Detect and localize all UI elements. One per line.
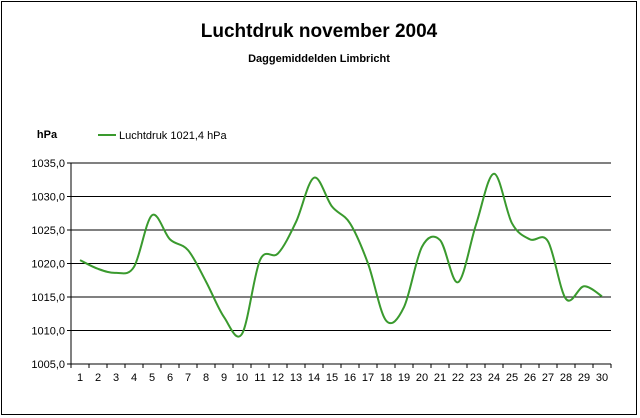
y-axis-unit: hPa — [37, 129, 58, 141]
x-tick-label: 5 — [149, 372, 155, 384]
x-tick-label: 10 — [236, 372, 248, 384]
axes — [70, 163, 611, 365]
x-tick-label: 24 — [488, 372, 500, 384]
y-tick-label: 1010,0 — [31, 326, 65, 338]
x-tick-label: 25 — [506, 372, 518, 384]
x-tick-label: 23 — [470, 372, 482, 384]
x-tick-label: 21 — [434, 372, 446, 384]
x-tick-label: 14 — [308, 372, 320, 384]
y-tick-label: 1005,0 — [31, 359, 65, 371]
x-tick-label: 29 — [578, 372, 590, 384]
y-tick-label: 1035,0 — [31, 158, 65, 170]
legend: Luchtdruk 1021,4 hPa — [98, 130, 228, 142]
x-tick-label: 26 — [524, 372, 536, 384]
legend-label: Luchtdruk 1021,4 hPa — [119, 130, 228, 142]
x-tick-label: 4 — [131, 372, 137, 384]
x-tick-label: 3 — [113, 372, 119, 384]
x-tick-label: 6 — [167, 372, 173, 384]
x-tick-label: 11 — [254, 372, 265, 384]
y-tick-label: 1020,0 — [31, 259, 65, 271]
x-axis-ticks: 1 2 3 4 5 6 7 8 9 10 11 12 13 14 15 16 17 18 19 20 21 22 23 24 2… — [70, 364, 612, 384]
y-tick-label: 1025,0 — [31, 225, 65, 237]
chart-title: Luchtdruk november 2004 — [201, 21, 438, 42]
x-tick-label: 30 — [596, 372, 608, 384]
x-tick-label: 9 — [221, 372, 227, 384]
x-tick-label: 2 — [95, 372, 101, 384]
x-tick-label: 1 — [77, 372, 83, 384]
x-tick-label: 7 — [185, 372, 191, 384]
x-tick-label: 13 — [290, 372, 302, 384]
x-tick-label: 16 — [344, 372, 356, 384]
x-tick-label: 19 — [398, 372, 410, 384]
grid-lines — [71, 162, 611, 331]
x-tick-label: 15 — [326, 372, 338, 384]
y-axis-ticks: 1005,0 1010,0 1015,0 1020,0 1025,0 1030,0 1035… — [31, 158, 71, 371]
x-tick-label: 27 — [542, 372, 554, 384]
x-tick-label: 8 — [203, 372, 209, 384]
series-group — [79, 172, 603, 338]
chart-subtitle: Daggemiddelden Limbricht — [248, 53, 390, 65]
y-tick-label: 1030,0 — [31, 192, 65, 204]
y-tick-label: 1015,0 — [31, 292, 65, 304]
x-tick-label: 18 — [380, 372, 392, 384]
x-tick-label: 12 — [272, 372, 284, 384]
x-tick-label: 20 — [416, 372, 428, 384]
x-tick-label: 28 — [560, 372, 572, 384]
x-tick-label: 22 — [452, 372, 464, 384]
x-tick-label: 17 — [362, 372, 374, 384]
series-line — [79, 172, 603, 338]
